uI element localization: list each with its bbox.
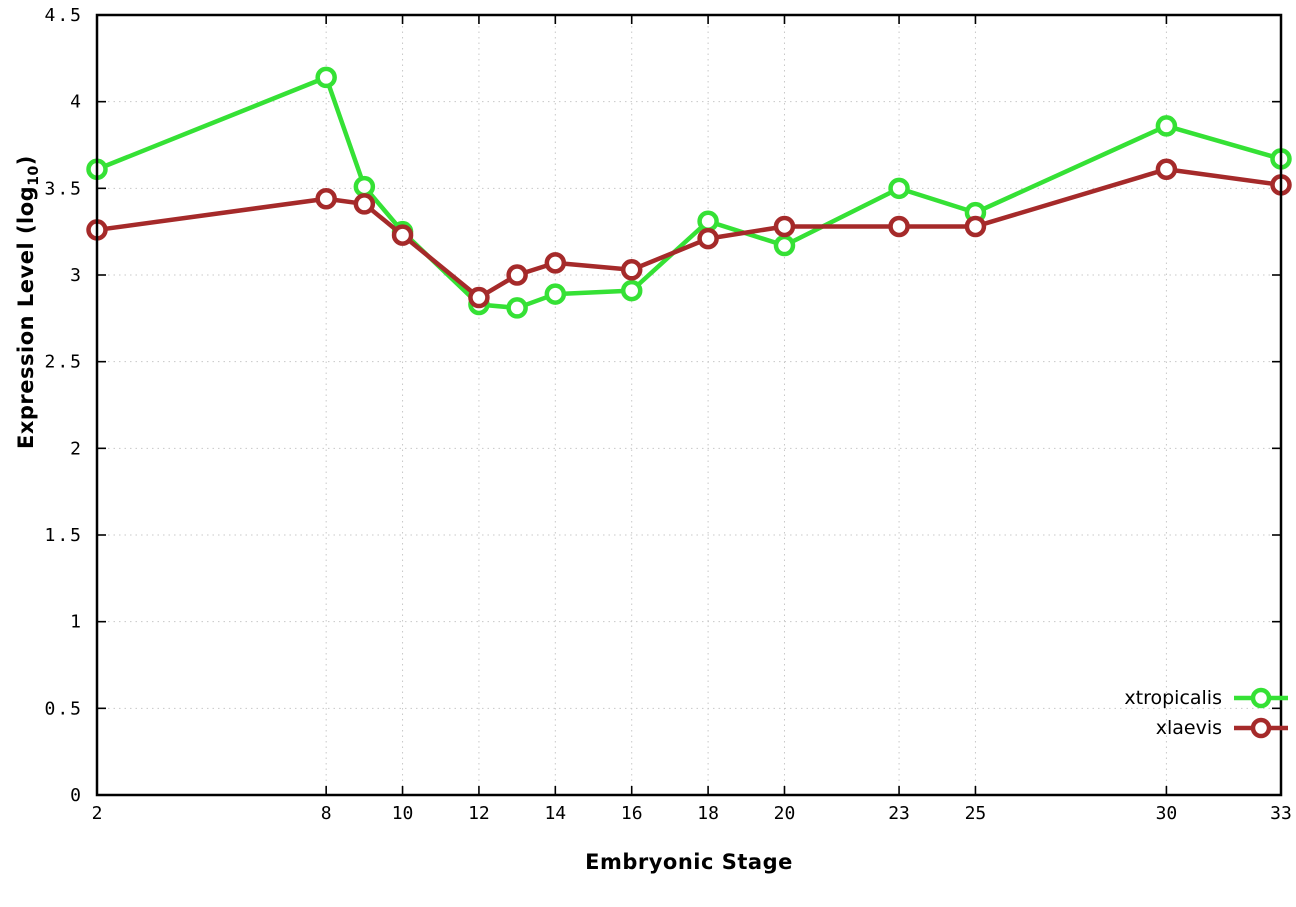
tick-marks xyxy=(96,14,1282,796)
svg-text:12: 12 xyxy=(468,803,490,824)
svg-text:1: 1 xyxy=(70,612,83,633)
svg-text:25: 25 xyxy=(965,803,987,824)
plot-border xyxy=(95,13,1283,797)
svg-text:10: 10 xyxy=(392,803,414,824)
svg-text:33: 33 xyxy=(1270,803,1292,824)
y-axis-label-close: ) xyxy=(13,155,38,166)
svg-text:16: 16 xyxy=(621,803,643,824)
svg-text:2.5: 2.5 xyxy=(44,352,83,373)
legend: xtropicalis xlaevis xyxy=(1124,687,1290,739)
svg-text:23: 23 xyxy=(888,803,910,824)
y-axis-label-subscript: 10 xyxy=(26,165,43,186)
svg-text:14: 14 xyxy=(544,803,566,824)
legend-label-xtropicalis: xtropicalis xyxy=(1124,687,1222,709)
svg-text:4.5: 4.5 xyxy=(44,5,83,26)
svg-text:3: 3 xyxy=(70,265,83,286)
legend-marker-xlaevis xyxy=(1234,717,1288,739)
svg-text:18: 18 xyxy=(697,803,719,824)
svg-text:2: 2 xyxy=(70,438,83,459)
svg-text:4: 4 xyxy=(70,92,83,113)
svg-text:2: 2 xyxy=(92,803,103,824)
y-axis-label-text: Expression Level (log xyxy=(13,185,38,450)
svg-text:1.5: 1.5 xyxy=(44,525,83,546)
svg-text:0: 0 xyxy=(70,785,83,806)
svg-text:30: 30 xyxy=(1156,803,1178,824)
svg-text:8: 8 xyxy=(321,803,332,824)
series-xtropicalis xyxy=(86,66,1292,319)
svg-text:3.5: 3.5 xyxy=(44,178,83,199)
svg-text:20: 20 xyxy=(774,803,796,824)
svg-text:0.5: 0.5 xyxy=(44,698,83,719)
tick-labels: 2 8 10 12 14 16 18 20 23 25 30 33 0 0.5 1 1.5 2 2.5 3 3.5 4 4… xyxy=(44,5,1291,824)
x-axis-label: Embryonic Stage xyxy=(585,850,793,874)
legend-marker-xtropicalis xyxy=(1234,687,1288,709)
legend-label-xlaevis: xlaevis xyxy=(1155,717,1222,739)
legend-item: xlaevis xyxy=(1156,717,1290,739)
series-xlaevis xyxy=(86,158,1292,309)
grid-lines xyxy=(96,14,1282,796)
y-axis-label: Expression Level (log10) xyxy=(14,52,42,552)
legend-item: xtropicalis xyxy=(1124,687,1290,709)
